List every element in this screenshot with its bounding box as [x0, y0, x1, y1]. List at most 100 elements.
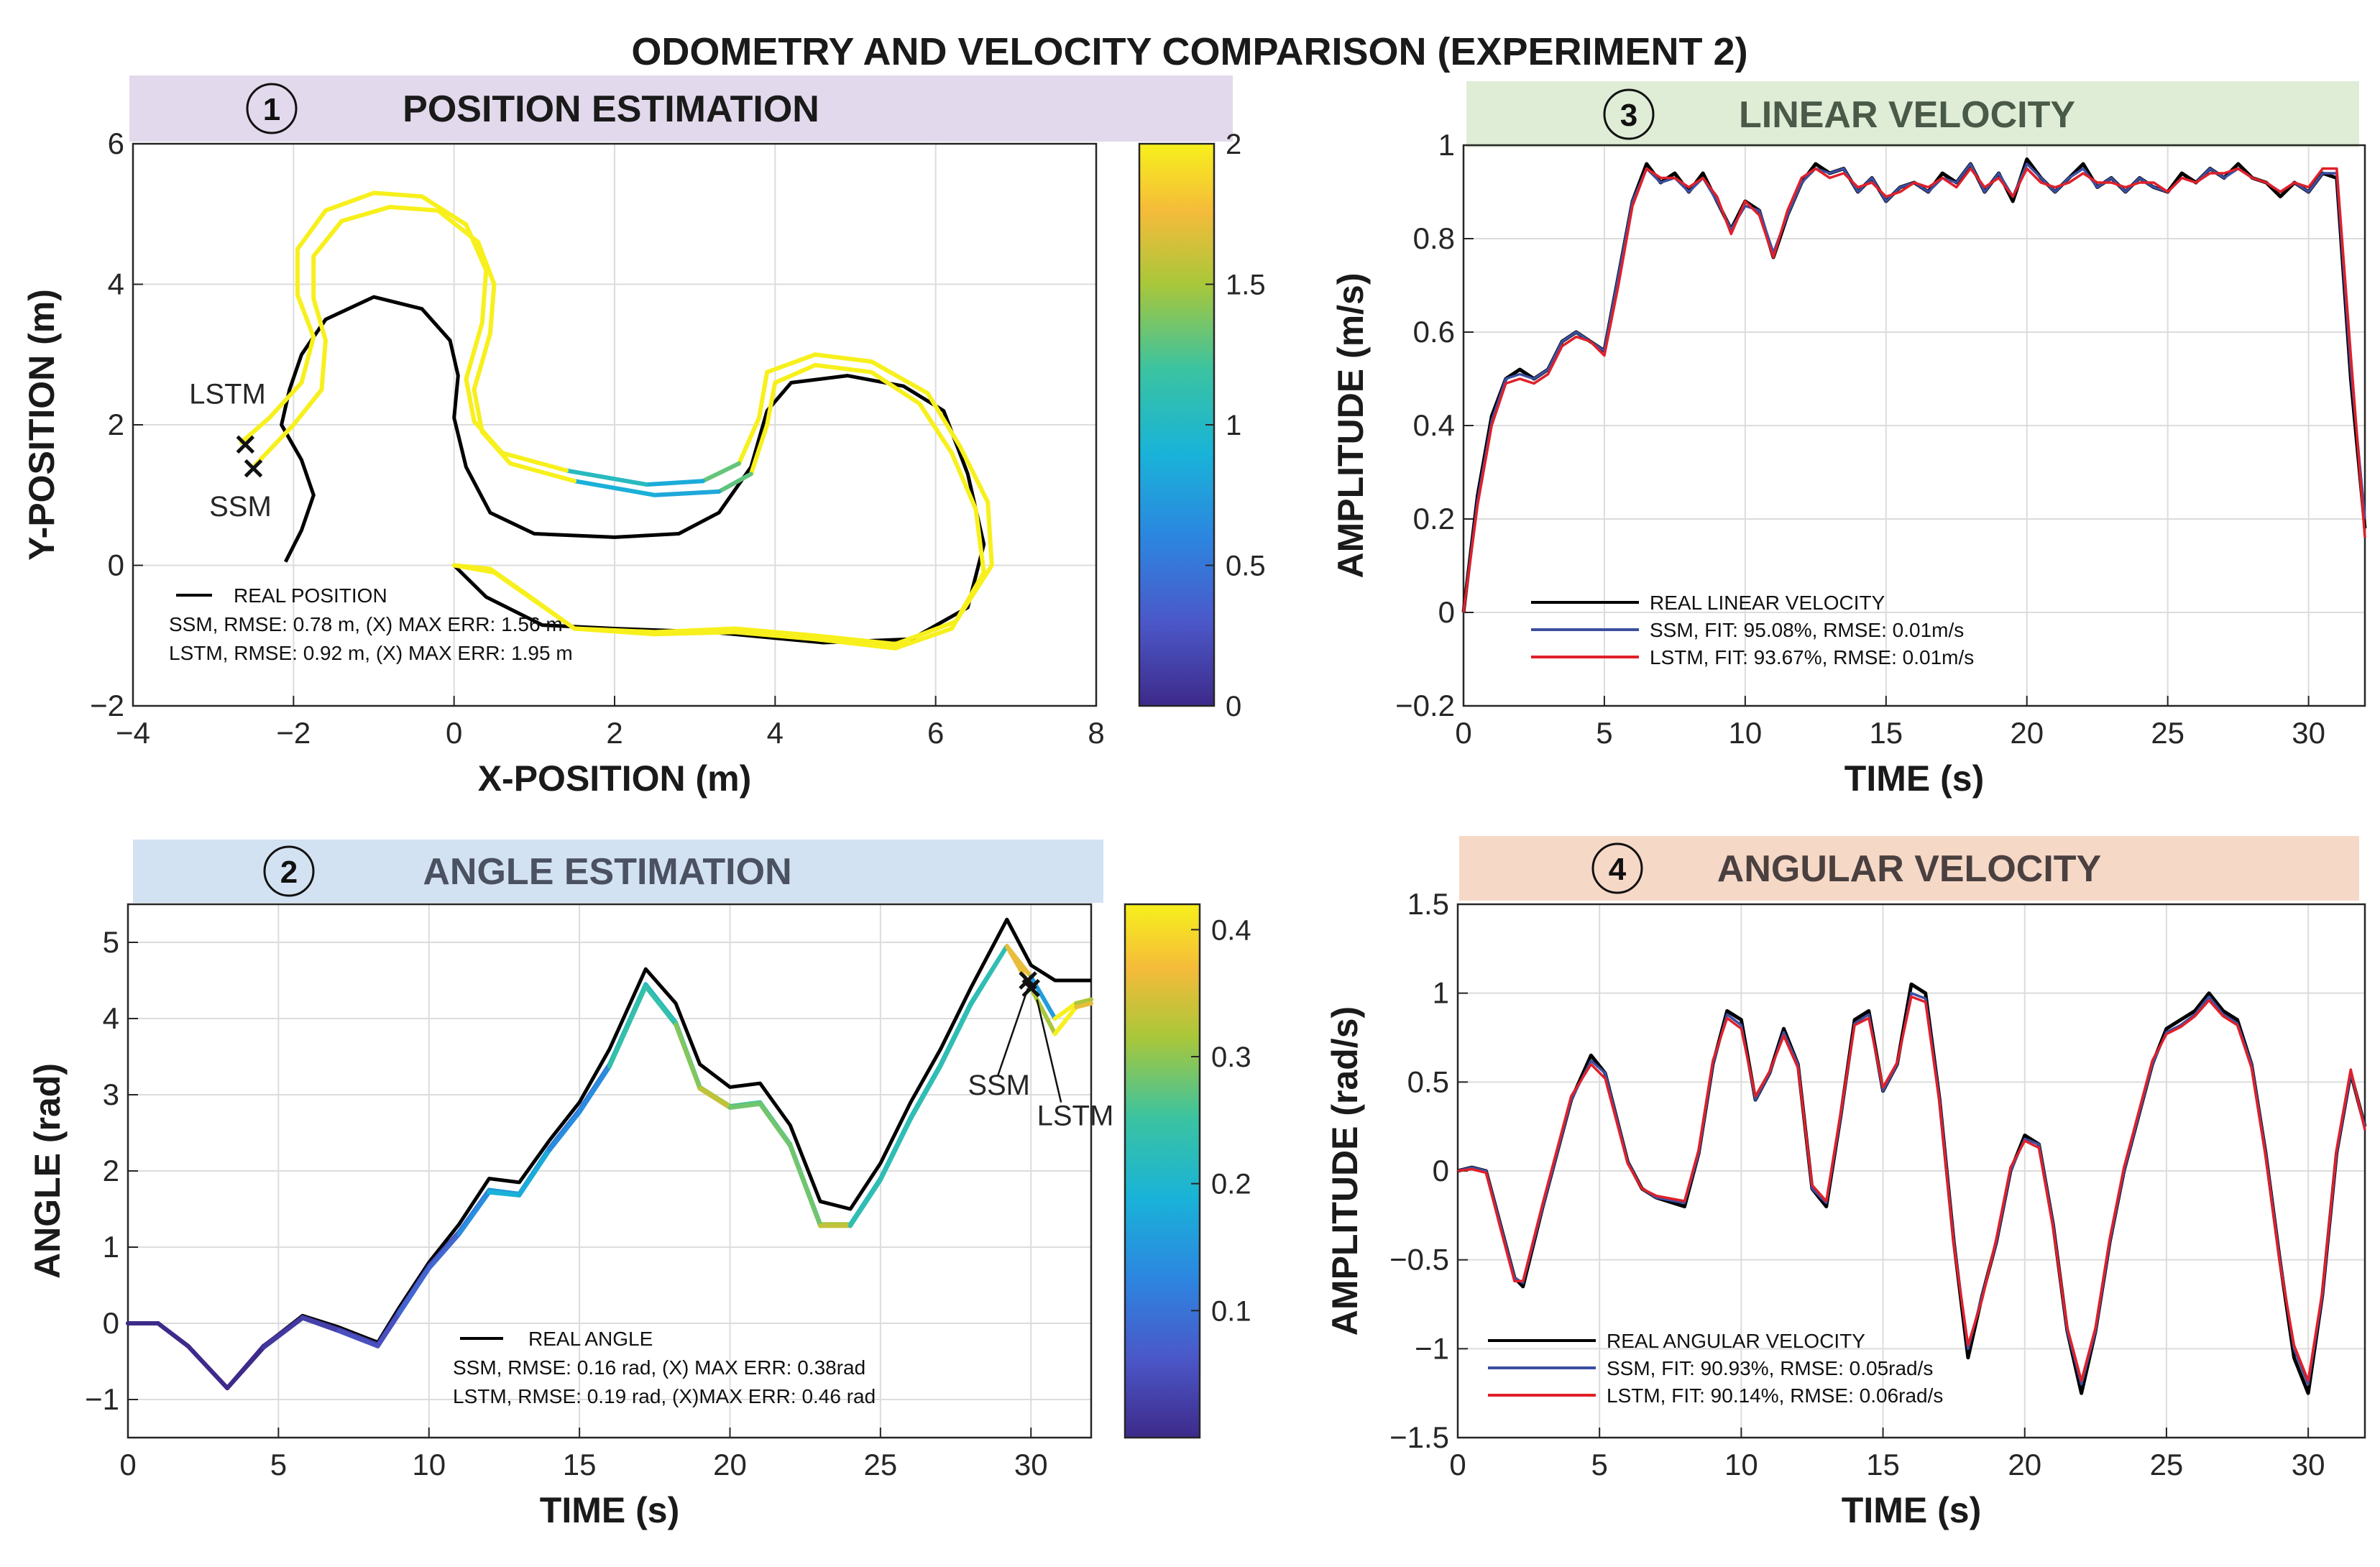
position-segment — [893, 626, 954, 651]
position-segment — [291, 387, 324, 427]
position-segment — [319, 338, 328, 392]
position-ylabel: Y-POSITION (m) — [22, 289, 62, 561]
position-segment — [917, 401, 954, 456]
angle-segment — [758, 1101, 793, 1149]
position-segment — [757, 369, 770, 421]
linear-xtick-label: 30 — [2292, 716, 2325, 750]
position-segment — [295, 208, 328, 252]
position-segment — [717, 472, 753, 494]
angle-legend: REAL ANGLE SSM, RMSE: 0.16 rad, (X) MAX E… — [453, 1328, 876, 1407]
linear-xlabel: TIME (s) — [1844, 758, 1984, 799]
angular-xtick-label: 10 — [1724, 1448, 1758, 1481]
position-segment — [953, 563, 994, 624]
angle-legend-entry: SSM, RMSE: 0.16 rad, (X) MAX ERR: 0.38ra… — [453, 1356, 865, 1379]
position-annotation-ssm: SSM — [209, 491, 272, 523]
position-segment — [451, 563, 492, 571]
position-segment — [339, 204, 392, 224]
linear-ytick-label: 0.8 — [1413, 221, 1455, 255]
position-segment — [476, 239, 497, 287]
angle-segment — [577, 1064, 612, 1115]
linear-xtick-label: 0 — [1455, 716, 1471, 750]
linear-series-real — [1461, 157, 2367, 613]
angle-segment — [1052, 1005, 1079, 1037]
angle-segment — [674, 1022, 702, 1091]
angle-segment — [261, 1315, 305, 1350]
position-ytick-label: 0 — [108, 548, 124, 582]
position-segment — [748, 423, 770, 477]
angle-ytick-label: 0 — [103, 1306, 119, 1340]
position-end-marker — [236, 435, 255, 454]
linear-ytick-label: 1 — [1438, 128, 1455, 162]
angular-xlabel: TIME (s) — [1842, 1490, 1981, 1530]
position-segment — [700, 461, 742, 484]
angular-number-badge — [1591, 842, 1643, 894]
angle-segment — [456, 1190, 492, 1236]
position-segment — [572, 626, 657, 635]
angle-number: 2 — [280, 855, 298, 890]
position-panel: 1 POSITION ESTIMATION−4 −2 0 2 4 6 8−20246X-POS… — [22, 75, 1266, 799]
angular-ytick-label: 0 — [1433, 1154, 1449, 1187]
angle-segment — [1029, 985, 1057, 1037]
position-xtick-label: 8 — [1088, 716, 1104, 750]
position-xtick-label: −4 — [116, 716, 150, 750]
angle-colorbar-tick-label: 0.3 — [1211, 1042, 1251, 1073]
position-number-badge — [246, 83, 298, 134]
position-segment — [869, 359, 930, 396]
angle-title: ANGLE ESTIMATION — [423, 851, 791, 893]
angle-number-badge — [263, 845, 315, 897]
position-segment — [765, 352, 818, 374]
position-ytick-label: 6 — [108, 127, 124, 160]
angular-xtick-label: 20 — [2008, 1448, 2041, 1481]
angle-segment — [607, 984, 648, 1069]
position-segment — [893, 619, 958, 646]
angular-series-ssm — [1457, 991, 2366, 1386]
position-ytick-label: 4 — [108, 267, 124, 301]
angle-colorbar-tick-label: 0.1 — [1211, 1295, 1251, 1327]
position-segment — [572, 479, 657, 497]
position-segment — [239, 415, 272, 445]
angle-segment — [727, 1101, 763, 1111]
linear-ylabel: AMPLITUDE (m/s) — [1331, 273, 1371, 579]
position-xtick-label: −2 — [276, 716, 311, 750]
angle-legend-entry: REAL ANGLE — [528, 1328, 653, 1350]
position-segment — [479, 267, 489, 326]
angular-title: ANGULAR VELOCITY — [1717, 848, 2101, 890]
angle-lstm-leader — [1036, 999, 1062, 1103]
angle-segment — [1052, 1001, 1079, 1021]
angle-segment — [1074, 997, 1093, 1006]
position-xlabel: X-POSITION (m) — [478, 758, 752, 799]
angle-ytick-label: 3 — [103, 1077, 119, 1111]
position-segment — [652, 489, 722, 497]
linear-line-real — [1461, 157, 2367, 613]
angle-xtick-label: 15 — [563, 1448, 597, 1481]
angle-segment — [547, 1110, 582, 1153]
position-segment — [311, 219, 344, 259]
angular-xtick-label: 15 — [1866, 1448, 1900, 1481]
position-end-marker — [244, 459, 263, 478]
position-colorbar-tick-label: 1.5 — [1226, 270, 1266, 301]
angle-colorbar — [1124, 903, 1201, 1439]
position-number: 1 — [263, 92, 280, 127]
angular-ytick-label: 1 — [1433, 976, 1449, 1010]
angle-segment — [185, 1343, 230, 1391]
angle-segment — [697, 1086, 732, 1111]
linear-ytick-label: 0.6 — [1413, 315, 1455, 349]
linear-ytick-label: 0.2 — [1413, 502, 1455, 536]
angular-xtick-label: 5 — [1591, 1448, 1608, 1481]
position-segment — [652, 630, 738, 637]
angular-series-lstm — [1457, 995, 2366, 1382]
angle-segment — [487, 1190, 522, 1198]
position-segment — [950, 451, 978, 512]
angular-ytick-label: 0.5 — [1407, 1065, 1449, 1098]
linear-legend-entry: REAL LINEAR VELOCITY — [1650, 592, 1885, 614]
angle-colorbar-tick-label: 0.4 — [1211, 914, 1251, 946]
angle-xtick-label: 30 — [1014, 1448, 1048, 1481]
angular-series-real — [1457, 982, 2367, 1395]
angle-segment — [788, 1144, 823, 1228]
angle-xtick-label: 20 — [713, 1448, 747, 1481]
angle-colorbar-tick-label: 0.2 — [1211, 1169, 1251, 1200]
angle-series-ssm — [126, 944, 1093, 1391]
